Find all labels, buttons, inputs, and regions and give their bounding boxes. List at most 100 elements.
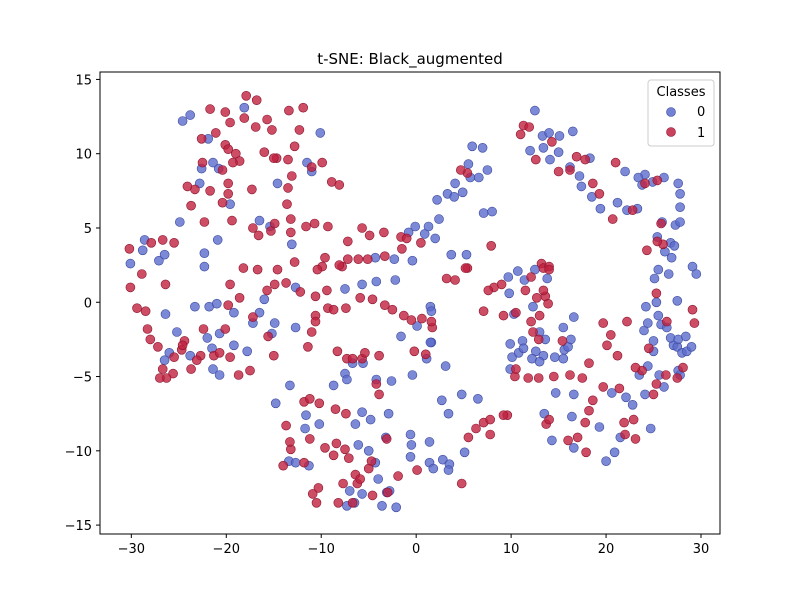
point-class-0	[137, 245, 148, 256]
point-class-0	[254, 307, 265, 318]
point-class-1	[630, 362, 641, 373]
point-class-1	[268, 153, 279, 163]
point-class-1	[217, 165, 228, 175]
point-class-0	[459, 447, 470, 458]
point-class-0	[208, 157, 218, 168]
point-class-1	[594, 189, 605, 199]
point-class-1	[157, 235, 168, 245]
point-class-0	[407, 255, 418, 266]
point-class-1	[223, 144, 233, 154]
point-class-1	[612, 350, 623, 361]
point-class-0	[518, 343, 529, 354]
point-class-1	[450, 275, 460, 285]
point-class-0	[640, 389, 650, 400]
point-class-1	[406, 315, 417, 325]
point-class-1	[285, 437, 295, 447]
point-class-0	[239, 102, 250, 113]
point-class-0	[285, 380, 295, 391]
point-class-0	[567, 126, 578, 137]
point-class-1	[323, 221, 333, 232]
point-class-1	[239, 113, 250, 123]
point-class-1	[598, 318, 609, 328]
point-class-0	[199, 261, 210, 272]
point-class-0	[190, 301, 200, 312]
point-class-1	[234, 292, 245, 303]
point-class-0	[567, 411, 577, 422]
points-layer	[124, 91, 702, 513]
point-class-1	[197, 157, 208, 168]
point-class-1	[317, 157, 328, 168]
point-class-0	[383, 408, 394, 419]
point-class-0	[377, 500, 387, 511]
point-class-1	[330, 404, 341, 415]
point-class-0	[450, 178, 460, 189]
point-class-1	[320, 252, 330, 263]
point-class-1	[381, 434, 392, 444]
point-class-1	[334, 180, 345, 190]
point-class-0	[430, 233, 441, 244]
point-class-1	[455, 165, 466, 175]
point-class-1	[526, 272, 536, 282]
point-class-1	[342, 236, 353, 247]
point-class-1	[248, 312, 258, 322]
point-class-1	[367, 294, 378, 305]
point-class-0	[574, 171, 585, 181]
point-class-1	[347, 497, 358, 508]
point-class-1	[282, 199, 292, 209]
point-class-1	[486, 241, 497, 251]
point-class-0	[365, 414, 376, 425]
point-class-1	[526, 316, 536, 327]
point-class-1	[485, 429, 496, 440]
point-class-1	[269, 279, 280, 290]
plot-frame	[99, 71, 721, 535]
point-class-1	[124, 244, 135, 254]
point-class-0	[456, 389, 467, 400]
point-class-1	[289, 257, 300, 267]
point-class-1	[360, 347, 370, 358]
point-class-1	[627, 205, 638, 215]
point-class-1	[228, 157, 238, 168]
point-class-0	[437, 454, 448, 465]
point-class-1	[363, 463, 374, 474]
point-class-0	[641, 301, 651, 312]
point-class-1	[155, 373, 165, 383]
point-class-0	[314, 419, 325, 429]
point-class-0	[428, 463, 439, 474]
point-class-1	[320, 442, 330, 453]
point-class-0	[212, 298, 222, 309]
point-class-1	[248, 223, 258, 233]
point-class-0	[434, 214, 444, 224]
point-class-0	[363, 445, 374, 456]
point-class-0	[229, 340, 239, 351]
point-class-0	[666, 252, 677, 263]
point-class-0	[286, 239, 297, 250]
point-class-1	[524, 122, 535, 132]
point-class-0	[229, 307, 239, 318]
point-class-0	[653, 264, 664, 275]
point-class-1	[661, 370, 671, 380]
point-class-1	[347, 353, 358, 364]
point-class-1	[587, 395, 598, 406]
point-class-0	[270, 398, 281, 409]
point-class-1	[285, 214, 296, 224]
point-class-1	[379, 227, 389, 238]
point-class-1	[538, 285, 549, 296]
point-class-1	[311, 497, 322, 508]
point-class-0	[172, 327, 182, 337]
point-class-1	[333, 497, 344, 508]
point-class-1	[198, 324, 209, 334]
point-class-1	[371, 379, 382, 389]
point-class-0	[463, 159, 474, 169]
point-class-1	[233, 370, 244, 380]
point-class-1	[547, 137, 557, 147]
point-class-0	[432, 195, 442, 205]
point-class-1	[283, 183, 293, 193]
legend-box	[647, 79, 715, 147]
point-class-1	[417, 313, 427, 324]
point-class-0	[185, 350, 195, 361]
point-class-1	[565, 165, 575, 175]
point-class-0	[538, 143, 549, 153]
point-class-0	[482, 165, 493, 175]
y-tick-label: −5	[73, 371, 92, 386]
x-tick-label: 20	[598, 542, 615, 557]
